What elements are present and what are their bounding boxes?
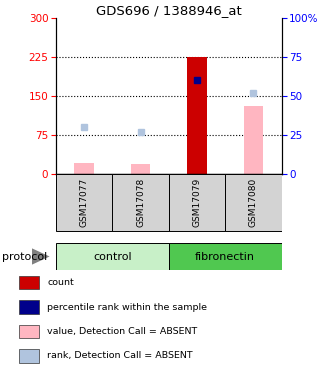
Text: control: control <box>93 252 132 261</box>
Text: GSM17079: GSM17079 <box>193 177 202 227</box>
Bar <box>56 174 112 231</box>
Bar <box>225 174 282 231</box>
Polygon shape <box>32 248 50 265</box>
Bar <box>56 243 169 270</box>
Text: value, Detection Call = ABSENT: value, Detection Call = ABSENT <box>47 327 197 336</box>
Bar <box>112 174 169 231</box>
Text: fibronectin: fibronectin <box>195 252 255 261</box>
Bar <box>187 57 207 174</box>
Bar <box>169 243 282 270</box>
Bar <box>19 325 39 338</box>
Text: rank, Detection Call = ABSENT: rank, Detection Call = ABSENT <box>47 351 193 360</box>
Bar <box>131 164 150 174</box>
Bar <box>19 300 39 314</box>
Bar <box>19 349 39 363</box>
Bar <box>169 174 225 231</box>
Bar <box>244 106 263 174</box>
Bar <box>74 163 94 174</box>
Text: count: count <box>47 278 74 287</box>
Bar <box>19 276 39 290</box>
Text: GSM17077: GSM17077 <box>80 177 89 227</box>
Text: GSM17080: GSM17080 <box>249 177 258 227</box>
Text: protocol: protocol <box>2 252 47 261</box>
Title: GDS696 / 1388946_at: GDS696 / 1388946_at <box>96 4 242 17</box>
Text: GSM17078: GSM17078 <box>136 177 145 227</box>
Text: percentile rank within the sample: percentile rank within the sample <box>47 303 207 312</box>
